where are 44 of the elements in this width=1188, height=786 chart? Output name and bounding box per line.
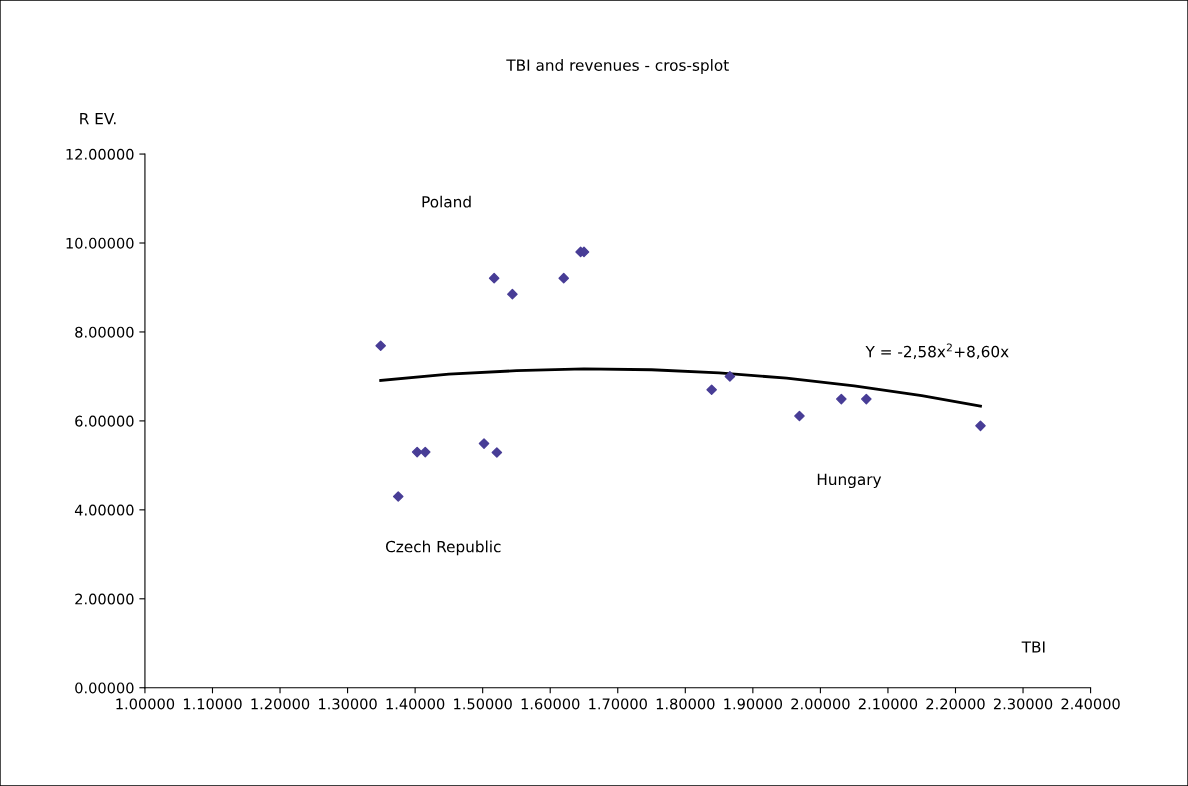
y-tick-label: 4.00000 (74, 504, 134, 516)
x-tick-label: 1.00000 (116, 698, 175, 710)
x-tick-label: 1.90000 (724, 698, 783, 710)
x-tick-label: 2.20000 (926, 698, 985, 710)
y-tick-label: 8.00000 (75, 326, 134, 338)
x-tick-label: 1.70000 (589, 698, 647, 710)
point (411, 446, 423, 458)
point (488, 272, 500, 284)
x-tick-label: 2.40000 (1061, 698, 1120, 710)
annotation: Czech Republic (385, 540, 501, 556)
point (375, 340, 386, 352)
chart-title: TBI and revenues - cros-splot (506, 59, 729, 74)
point (861, 393, 872, 405)
point (794, 410, 805, 422)
point (478, 438, 490, 449)
x-tick-label: 2.30000 (993, 698, 1053, 710)
y-tick-label: 2.00000 (75, 593, 134, 605)
point (392, 491, 404, 502)
x-tick-label: 1.80000 (656, 698, 715, 710)
x-axis-title: TBI (1021, 641, 1045, 653)
line-series (379, 367, 982, 408)
x-tick-label: 1.60000 (521, 698, 580, 710)
annotation: Y = -2,58x$^{2}$+8,60x (865, 343, 1009, 359)
y-tick-label: 6.00000 (75, 415, 134, 427)
x-tick-label: 1.20000 (251, 698, 310, 710)
point (724, 371, 736, 382)
annotation: Hungary (817, 473, 882, 489)
point (558, 272, 570, 284)
x-tick-label: 2.00000 (791, 698, 850, 710)
y-tick-label: 0.00000 (75, 682, 134, 694)
y-tick-label: 10.00000 (66, 237, 134, 249)
x-tick-label: 2.10000 (858, 698, 918, 710)
y-tick-label: 12.00000 (66, 148, 134, 160)
point (975, 420, 986, 432)
x-tick-label: 1.40000 (386, 698, 445, 710)
point (507, 288, 518, 300)
x-tick-label: 1.30000 (319, 698, 377, 710)
point (836, 393, 847, 405)
annotation: Poland (422, 195, 471, 208)
x-tick-label: 1.10000 (183, 698, 242, 710)
x-tick-label: 1.50000 (454, 698, 512, 710)
point (706, 384, 717, 396)
point (491, 447, 503, 458)
y-axis-title: R EV. (80, 113, 116, 125)
